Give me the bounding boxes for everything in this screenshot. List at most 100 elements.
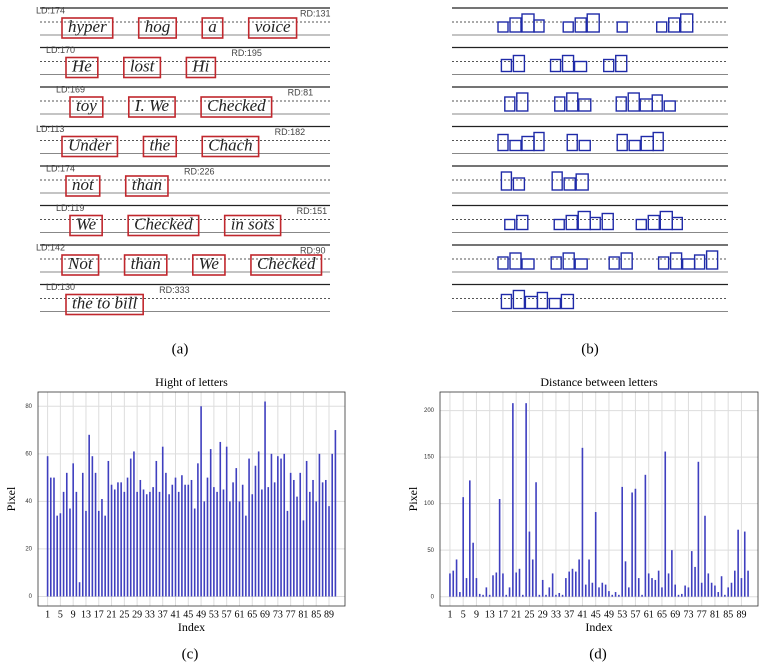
bar xyxy=(657,570,660,597)
letter-box xyxy=(578,98,592,112)
y-tick-label: 0 xyxy=(29,594,33,600)
bar xyxy=(498,499,501,597)
x-tick-label: 13 xyxy=(485,609,495,620)
bar xyxy=(654,579,657,597)
bar xyxy=(283,453,286,597)
x-tick-label: 13 xyxy=(81,609,91,620)
bar xyxy=(518,568,521,597)
bar xyxy=(225,446,228,597)
bar xyxy=(139,479,142,597)
panel-label: (d) xyxy=(589,646,607,662)
x-tick-label: 41 xyxy=(171,609,181,620)
bar xyxy=(710,582,713,597)
bar xyxy=(743,531,746,597)
letter-box xyxy=(560,293,575,310)
bar xyxy=(528,531,531,597)
letter-box xyxy=(533,131,545,152)
bar xyxy=(232,482,234,597)
bar xyxy=(565,578,567,597)
bar xyxy=(677,594,680,597)
letter-box xyxy=(575,173,589,191)
bar xyxy=(161,446,164,597)
letter-box xyxy=(521,13,535,33)
bar xyxy=(168,494,170,597)
letter-box xyxy=(509,139,522,152)
bar xyxy=(671,550,673,597)
letter-box xyxy=(608,256,620,270)
left-distance: LD:119 xyxy=(56,203,84,213)
bar xyxy=(331,453,334,597)
handwritten-word: He xyxy=(71,56,92,75)
letter-box xyxy=(497,133,509,152)
letter-box xyxy=(554,96,566,112)
letter-box xyxy=(578,139,591,152)
bar xyxy=(462,497,464,597)
bar xyxy=(707,573,710,597)
handwritten-word: the xyxy=(149,135,170,154)
handwritten-word: lost xyxy=(130,56,156,75)
handwritten-word: Chach xyxy=(208,135,252,154)
y-tick-label: 150 xyxy=(424,455,435,461)
letter-box xyxy=(693,254,706,270)
x-tick-label: 29 xyxy=(132,609,142,620)
bar xyxy=(293,479,295,597)
x-tick-label: 53 xyxy=(209,609,219,620)
x-tick-label: 17 xyxy=(498,609,508,620)
x-tick-label: 37 xyxy=(564,609,574,620)
letter-box xyxy=(577,210,591,231)
letter-box xyxy=(668,17,681,33)
word-box xyxy=(124,175,169,197)
bar xyxy=(248,458,250,597)
x-tick-label: 45 xyxy=(183,609,193,620)
word-box xyxy=(191,254,226,276)
y-axis-label: Pixel xyxy=(4,486,18,511)
bar xyxy=(126,477,129,597)
letter-box xyxy=(574,258,588,270)
left-distance: LD:174 xyxy=(46,163,75,173)
bar xyxy=(561,594,564,597)
bar xyxy=(174,477,177,597)
letter-box xyxy=(663,100,676,112)
x-tick-label: 85 xyxy=(311,609,321,620)
letter-box xyxy=(603,58,615,73)
bar xyxy=(216,491,218,597)
y-tick-label: 40 xyxy=(25,499,32,505)
bar xyxy=(206,477,209,597)
bar xyxy=(591,582,594,597)
letter-box xyxy=(651,94,663,112)
letter-box xyxy=(628,139,641,152)
bar xyxy=(222,489,225,597)
bar xyxy=(449,573,451,597)
bar xyxy=(535,482,537,597)
bar xyxy=(690,551,693,597)
y-tick-label: 200 xyxy=(424,408,435,414)
bar xyxy=(452,570,455,597)
x-tick-label: 89 xyxy=(324,609,334,620)
letter-box xyxy=(659,210,673,231)
bar xyxy=(264,401,266,597)
bar xyxy=(581,447,584,597)
letter-box xyxy=(566,92,579,112)
x-axis-label: Index xyxy=(178,620,205,634)
bar xyxy=(321,482,324,597)
x-tick-label: 37 xyxy=(158,609,168,620)
bar xyxy=(727,587,729,597)
word-box xyxy=(127,96,176,118)
word-box xyxy=(201,17,224,39)
letter-box xyxy=(705,250,719,270)
bar xyxy=(525,403,527,597)
handwritten-word: than xyxy=(132,175,162,194)
letter-box xyxy=(680,13,694,33)
letter-box xyxy=(671,216,683,231)
bar xyxy=(568,571,570,597)
letter-box xyxy=(504,96,516,112)
left-distance: LD:142 xyxy=(36,242,65,252)
bar xyxy=(203,501,206,597)
word-box xyxy=(123,254,168,276)
handwritten-word: hog xyxy=(145,17,171,36)
handwritten-word: in sots xyxy=(231,214,275,233)
letter-box xyxy=(504,218,516,231)
bar xyxy=(238,501,241,597)
x-tick-label: 21 xyxy=(511,609,521,620)
right-distance: RD:90 xyxy=(300,245,326,255)
